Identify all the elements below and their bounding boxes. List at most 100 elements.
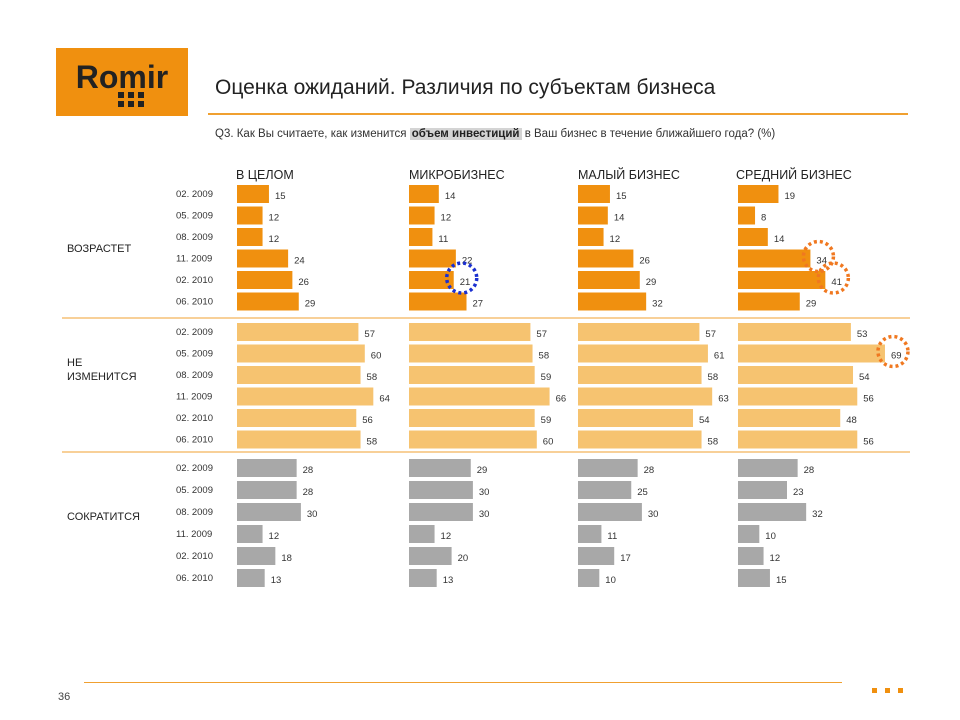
data-label: 64 — [379, 394, 390, 405]
data-label: 15 — [275, 191, 286, 202]
footer-dots-decoration — [872, 680, 911, 698]
data-label: 27 — [473, 299, 484, 310]
data-label: 58 — [367, 437, 378, 448]
data-label: 57 — [705, 329, 716, 340]
bar — [237, 525, 263, 543]
data-label: 29 — [806, 299, 817, 310]
bar — [237, 323, 359, 341]
group-label: НЕ — [67, 357, 82, 369]
data-label: 12 — [770, 553, 781, 564]
bar — [237, 503, 301, 521]
question-text: Q3. Как Вы считаете, как изменится объем… — [215, 128, 775, 140]
period-label: 02. 2010 — [176, 275, 213, 286]
data-label: 15 — [616, 191, 627, 202]
question-highlight: объем инвестиций — [409, 128, 522, 140]
data-label: 13 — [443, 575, 454, 586]
period-label: 02. 2009 — [176, 327, 213, 338]
column-header: МАЛЫЙ БИЗНЕС — [578, 167, 680, 182]
highlight-circle — [801, 239, 836, 274]
data-label: 30 — [479, 487, 490, 498]
data-label: 57 — [364, 329, 375, 340]
bar — [409, 323, 531, 341]
bar — [578, 387, 713, 406]
column-header: МИКРОБИЗНЕС — [409, 168, 505, 182]
bar — [578, 569, 600, 587]
bar — [738, 292, 800, 311]
data-label: 60 — [543, 437, 554, 448]
bar — [578, 249, 634, 268]
data-label: 58 — [539, 351, 550, 362]
bar — [578, 459, 638, 477]
footer-divider — [84, 682, 842, 683]
data-label: 41 — [831, 277, 842, 288]
bar — [578, 206, 608, 225]
data-label: 14 — [774, 234, 785, 245]
column-header: СРЕДНИЙ БИЗНЕС — [736, 167, 852, 182]
data-label: 23 — [793, 487, 804, 498]
bar — [738, 503, 807, 521]
question-prefix: Q3. Как Вы считаете, как изменится — [215, 128, 407, 140]
data-label: 30 — [479, 509, 490, 520]
bar — [738, 481, 787, 499]
data-label: 32 — [812, 509, 823, 520]
data-label: 57 — [536, 329, 547, 340]
data-label: 28 — [303, 487, 314, 498]
bar — [409, 459, 471, 477]
bar — [237, 292, 299, 311]
bar — [237, 249, 289, 268]
group-label: СОКРАТИТСЯ — [67, 511, 140, 523]
period-label: 11. 2009 — [176, 392, 212, 403]
data-label: 28 — [644, 465, 655, 476]
bar — [738, 387, 858, 406]
data-label: 60 — [371, 351, 382, 362]
bar — [578, 292, 647, 311]
bar — [738, 228, 768, 246]
data-label: 12 — [441, 531, 452, 542]
data-label: 24 — [294, 256, 305, 267]
bar — [738, 547, 764, 565]
data-label: 61 — [714, 351, 725, 362]
data-label: 48 — [846, 415, 857, 426]
data-label: 15 — [776, 575, 787, 586]
period-label: 02. 2009 — [176, 463, 213, 474]
period-label: 11. 2009 — [176, 529, 212, 540]
data-label: 10 — [765, 531, 776, 542]
bar — [578, 323, 700, 341]
group-label: ВОЗРАСТЕТ — [67, 243, 132, 255]
data-label: 10 — [605, 575, 616, 586]
data-label: 29 — [646, 277, 657, 288]
bar — [237, 206, 263, 225]
period-label: 06. 2010 — [176, 573, 213, 584]
bar — [738, 249, 811, 268]
period-label: 06. 2010 — [176, 297, 213, 308]
data-label: 20 — [458, 553, 469, 564]
data-label: 54 — [859, 372, 870, 383]
title-divider — [208, 113, 908, 115]
bar — [237, 459, 297, 477]
bar — [578, 271, 640, 289]
data-label: 12 — [441, 213, 452, 224]
bar — [738, 409, 841, 427]
bar — [409, 271, 454, 289]
group-label: ИЗМЕНИТСЯ — [67, 371, 137, 383]
bar — [738, 459, 798, 477]
data-label: 30 — [648, 509, 659, 520]
data-label: 8 — [761, 213, 766, 224]
bar — [409, 569, 437, 587]
bar — [578, 547, 615, 565]
data-label: 56 — [863, 394, 874, 405]
bar — [409, 547, 452, 565]
bar — [237, 271, 293, 289]
period-label: 08. 2009 — [176, 370, 213, 381]
data-label: 59 — [541, 372, 552, 383]
data-label: 58 — [367, 372, 378, 383]
bar — [237, 547, 276, 565]
data-label: 58 — [708, 372, 719, 383]
bar — [409, 228, 433, 246]
bar — [578, 185, 610, 203]
bar — [409, 430, 537, 449]
bar — [738, 569, 770, 587]
data-label: 63 — [718, 394, 729, 405]
svg-text:Romir: Romir — [76, 59, 168, 95]
